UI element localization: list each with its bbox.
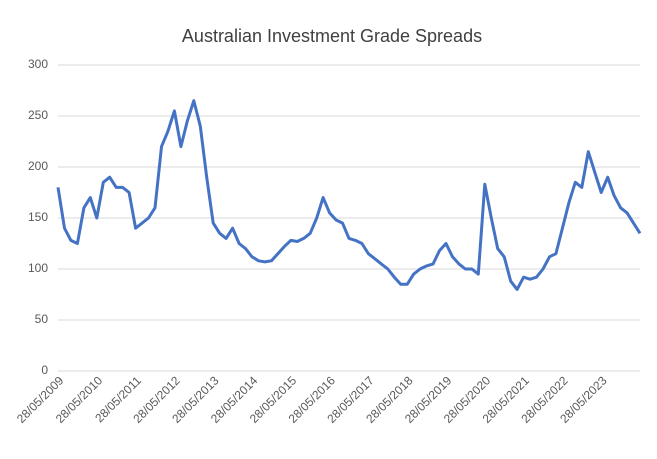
- y-tick-label: 200: [28, 159, 48, 173]
- y-tick-label: 150: [28, 210, 48, 224]
- chart-title: Australian Investment Grade Spreads: [182, 26, 482, 46]
- y-tick-label: 300: [28, 57, 48, 71]
- y-tick-label: 0: [41, 363, 48, 377]
- y-tick-label: 50: [35, 312, 49, 326]
- y-tick-label: 250: [28, 108, 48, 122]
- series-line: [56, 99, 642, 291]
- y-tick-label: 100: [28, 261, 48, 275]
